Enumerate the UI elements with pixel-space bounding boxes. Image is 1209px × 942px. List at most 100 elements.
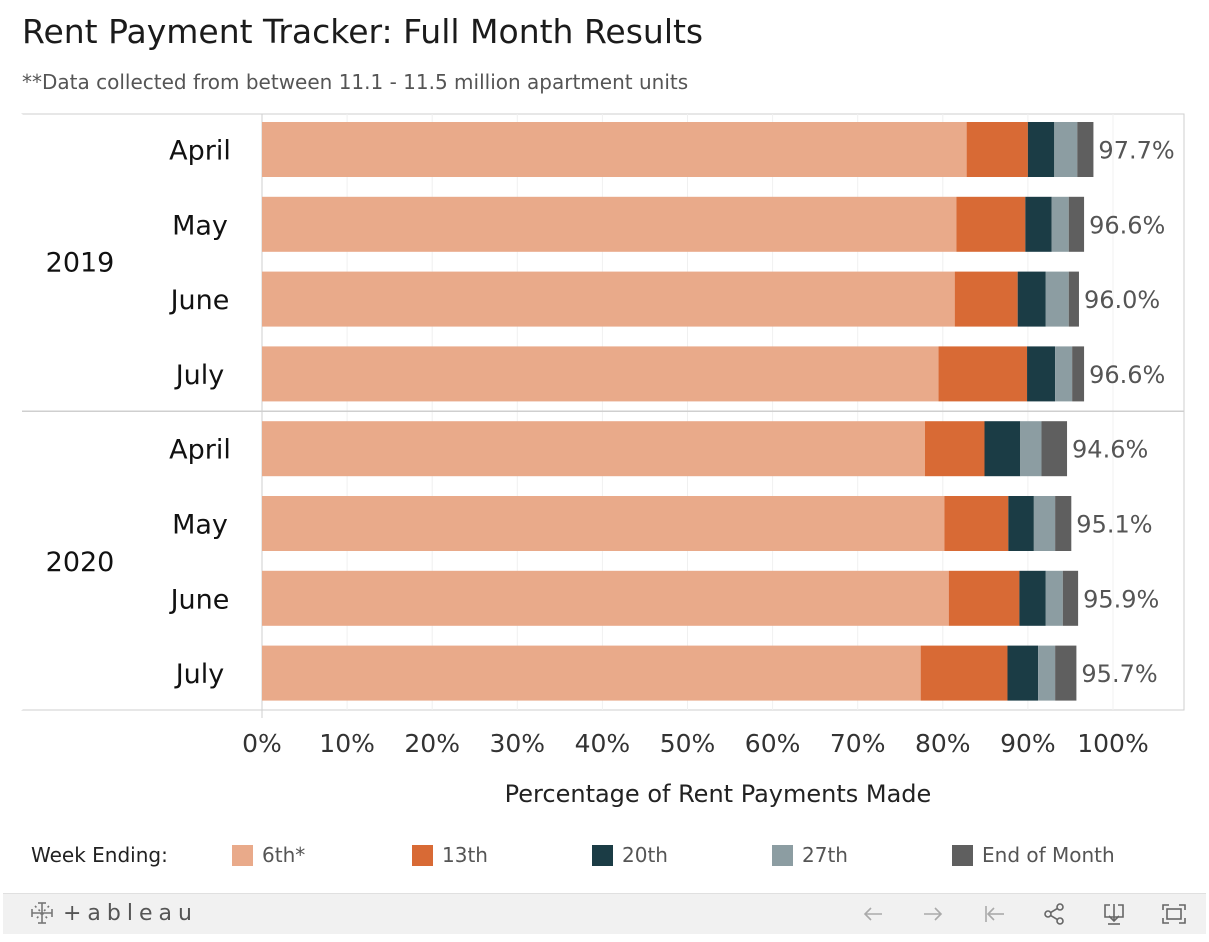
x-tick-label: 10% bbox=[319, 729, 375, 758]
bar-segment bbox=[1017, 271, 1046, 327]
tableau-mark-icon bbox=[31, 902, 53, 924]
total-label: 96.6% bbox=[1089, 211, 1165, 239]
bar-segment bbox=[262, 196, 957, 252]
download-button[interactable] bbox=[1100, 900, 1128, 928]
bar-segment bbox=[1045, 271, 1069, 327]
legend-label: End of Month bbox=[982, 843, 1115, 867]
legend-swatch bbox=[232, 844, 253, 866]
legend-swatch bbox=[592, 844, 613, 866]
bar-segment bbox=[1041, 421, 1068, 477]
legend-item-end-of-month[interactable]: End of Month bbox=[952, 843, 1115, 867]
chart-title: Rent Payment Tracker: Full Month Results bbox=[22, 12, 704, 51]
x-tick-label: 0% bbox=[242, 729, 282, 758]
bar-segment bbox=[1068, 196, 1085, 252]
total-label: 95.9% bbox=[1083, 585, 1159, 613]
revert-icon bbox=[985, 906, 1004, 922]
legend-label: 20th bbox=[622, 843, 668, 867]
bar-segment bbox=[1054, 122, 1078, 177]
share-icon bbox=[1044, 903, 1064, 925]
x-tick-label: 50% bbox=[660, 729, 716, 758]
bar-segment bbox=[984, 421, 1021, 477]
total-label: 96.0% bbox=[1084, 286, 1160, 314]
undo-button[interactable] bbox=[859, 900, 887, 928]
month-label: April bbox=[169, 136, 231, 167]
legend-item-13th[interactable]: 13th bbox=[412, 843, 488, 867]
bar-segment bbox=[948, 570, 1020, 626]
bar-segment bbox=[954, 271, 1018, 327]
bar-segment bbox=[1020, 421, 1042, 477]
legend-swatch bbox=[772, 844, 793, 866]
bar-segment bbox=[1072, 346, 1085, 402]
x-tick-label: 20% bbox=[404, 729, 460, 758]
month-label: July bbox=[174, 360, 225, 391]
total-label: 96.6% bbox=[1089, 361, 1165, 389]
bar-segment bbox=[1025, 196, 1052, 252]
x-tick-label: 100% bbox=[1077, 729, 1148, 758]
bar-segment bbox=[1055, 645, 1077, 701]
bar-segment bbox=[1027, 122, 1055, 177]
month-label: June bbox=[169, 584, 230, 615]
bar-segment bbox=[262, 122, 967, 177]
x-axis-label: Percentage of Rent Payments Made bbox=[505, 780, 932, 808]
x-tick-label: 70% bbox=[830, 729, 886, 758]
chart-subtitle: **Data collected from between 11.1 - 11.… bbox=[22, 70, 689, 94]
fullscreen-button[interactable] bbox=[1160, 900, 1188, 928]
legend-label: 13th bbox=[442, 843, 488, 867]
year-label: 2020 bbox=[46, 547, 115, 578]
bar-segment bbox=[1055, 496, 1072, 551]
bar-segment bbox=[1019, 570, 1046, 626]
legend-label: 6th* bbox=[262, 843, 306, 867]
stacked-bar-chart: 0% 10% 20% 30% 40% 50% 60% 70% 80% 90% 100% Percent… bbox=[19, 113, 1185, 808]
legend: Week Ending: 6th* 13th 20th 27th End of … bbox=[0, 843, 1209, 873]
bar-segment bbox=[1045, 570, 1063, 626]
legend-item-20th[interactable]: 20th bbox=[592, 843, 668, 867]
total-label: 95.1% bbox=[1076, 511, 1152, 539]
undo-icon bbox=[863, 907, 882, 921]
bar-segment bbox=[966, 122, 1028, 177]
share-button[interactable] bbox=[1040, 900, 1068, 928]
month-label: June bbox=[169, 285, 230, 316]
legend-item-6th[interactable]: 6th* bbox=[232, 843, 305, 867]
legend-swatch bbox=[952, 844, 973, 866]
bar-segment bbox=[1033, 496, 1056, 551]
legend-item-27th[interactable]: 27th bbox=[772, 843, 848, 867]
month-label: May bbox=[172, 510, 228, 541]
x-tick-label: 90% bbox=[1000, 729, 1056, 758]
bar-segment bbox=[920, 645, 1008, 701]
bar-segment bbox=[1062, 570, 1079, 626]
bar-segment bbox=[944, 496, 1009, 551]
year-label: 2019 bbox=[46, 248, 115, 279]
redo-button[interactable] bbox=[919, 900, 947, 928]
bar-segment bbox=[262, 496, 945, 551]
total-label: 95.7% bbox=[1081, 660, 1157, 688]
bar-segment bbox=[924, 421, 985, 477]
x-tick-label: 40% bbox=[575, 729, 631, 758]
x-tick-label: 30% bbox=[490, 729, 546, 758]
legend-title: Week Ending: bbox=[31, 843, 168, 867]
bar-segment bbox=[1027, 346, 1056, 402]
bar-segment bbox=[262, 645, 921, 701]
redo-icon bbox=[924, 907, 943, 921]
tableau-wordmark: +ableau bbox=[63, 900, 198, 926]
x-tick-label: 60% bbox=[745, 729, 801, 758]
bar-segment bbox=[1038, 645, 1056, 701]
month-label: May bbox=[172, 210, 228, 241]
legend-label: 27th bbox=[802, 843, 848, 867]
bar-segment bbox=[1055, 346, 1073, 402]
bar-segment bbox=[262, 346, 939, 402]
bar-segment bbox=[262, 271, 955, 327]
month-label: July bbox=[174, 659, 225, 690]
bar-segment bbox=[1077, 122, 1094, 177]
tableau-logo[interactable]: +ableau bbox=[29, 900, 198, 926]
month-label: April bbox=[169, 435, 231, 466]
tableau-toolbar: +ableau bbox=[3, 893, 1206, 934]
bar-segment bbox=[1051, 196, 1069, 252]
bar-segment bbox=[262, 570, 949, 626]
total-label: 97.7% bbox=[1098, 137, 1174, 165]
legend-swatch bbox=[412, 844, 433, 866]
revert-button[interactable] bbox=[980, 900, 1008, 928]
download-icon bbox=[1104, 904, 1124, 925]
bar-segment bbox=[1008, 496, 1034, 551]
x-tick-label: 80% bbox=[915, 729, 971, 758]
bar-segment bbox=[938, 346, 1028, 402]
